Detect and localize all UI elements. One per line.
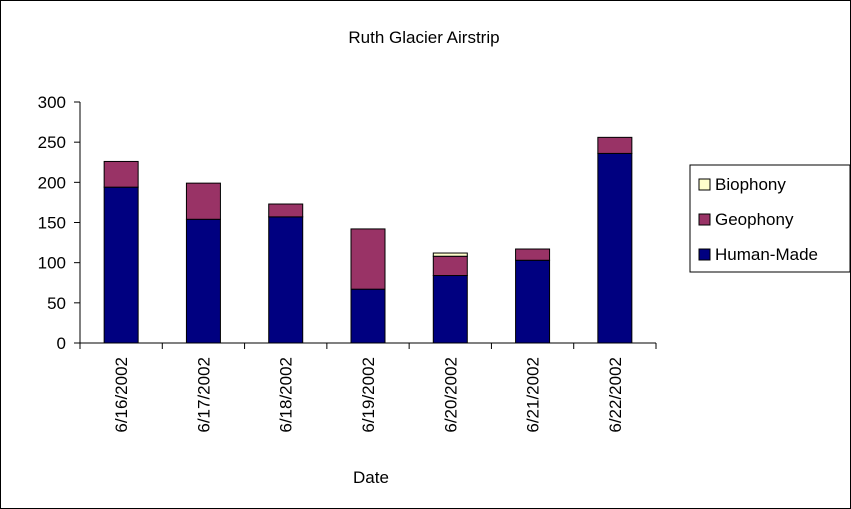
legend-label: Geophony (715, 210, 794, 229)
y-tick-label: 150 (38, 214, 66, 233)
y-tick-label: 200 (38, 173, 66, 192)
bar-segment-geophony (350, 228, 386, 290)
x-axis-title: Date (353, 468, 389, 487)
bar-segment-human-made (432, 275, 468, 344)
y-tick-label: 250 (38, 133, 66, 152)
x-tick-label: 6/20/2002 (441, 357, 460, 433)
x-tick-label: 6/19/2002 (359, 357, 378, 433)
bar-segment-geophony (185, 182, 221, 220)
x-tick-label: 6/21/2002 (524, 357, 543, 433)
y-tick-label: 100 (38, 254, 66, 273)
bar-segment-human-made (350, 288, 386, 344)
y-axis: 0 50 100 150 200 250 300 (38, 93, 81, 353)
bar-segment-human-made (185, 218, 221, 344)
bar-segment-geophony (515, 248, 551, 261)
bar-segment-biophony (432, 252, 468, 257)
x-tick-label: 6/22/2002 (606, 357, 625, 433)
legend-label: Biophony (715, 175, 786, 194)
bar-segment-geophony (268, 203, 304, 218)
chart-title: Ruth Glacier Airstrip (348, 28, 499, 47)
bar-segment-geophony (103, 160, 139, 188)
x-axis: 6/16/2002 6/17/2002 6/18/2002 6/19/2002 6/20… (79, 342, 657, 433)
bar-segment-human-made (268, 216, 304, 344)
bar-segment-human-made (515, 259, 551, 344)
x-tick-label: 6/17/2002 (194, 357, 213, 433)
legend-swatch (698, 248, 711, 261)
y-tick-label: 300 (38, 93, 66, 112)
bar-segment-geophony (597, 136, 633, 154)
bars (103, 136, 633, 344)
legend: Biophony Geophony Human-Made (689, 164, 850, 273)
legend-label: Human-Made (715, 245, 818, 264)
x-tick-label: 6/18/2002 (277, 357, 296, 433)
bar-segment-geophony (432, 255, 468, 277)
x-tick-label: 6/16/2002 (112, 357, 131, 433)
legend-box (689, 164, 850, 273)
legend-swatch (698, 213, 711, 226)
y-tick-label: 50 (47, 294, 66, 313)
y-tick-label: 0 (57, 334, 66, 353)
bar-segment-human-made (103, 186, 139, 344)
legend-swatch (698, 178, 711, 191)
bar-segment-human-made (597, 152, 633, 344)
